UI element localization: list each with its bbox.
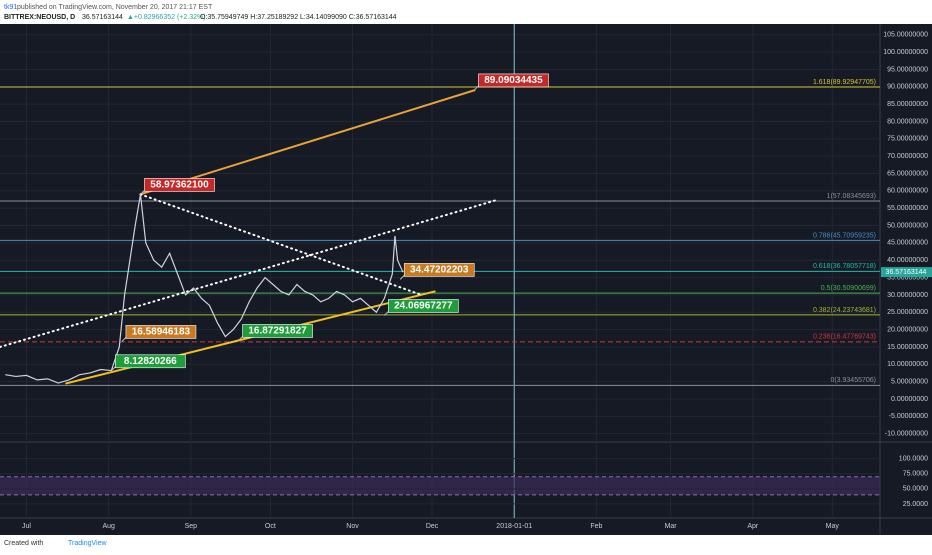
x-tick-label: Dec (426, 523, 439, 530)
y-tick-label: -10.00000000 (885, 431, 928, 438)
y-tick-label: 15.00000000 (887, 344, 928, 351)
x-tick-label: Feb (590, 523, 602, 530)
x-tick-label: Jul (22, 523, 31, 530)
y-tick-label: 95.00000000 (887, 66, 928, 73)
symbol: BITTREX:NEOUSD, D (4, 14, 75, 21)
ohlc: O:35.75949749 H:37.25189292 L:34.1409909… (200, 14, 397, 21)
y-tick-label: 50.00000000 (887, 222, 928, 229)
trend-line (139, 89, 476, 196)
fib-label: 0(3.93455706) (830, 377, 876, 384)
y-tick-label: 55.00000000 (887, 205, 928, 212)
y-tick-label: 10.00000000 (887, 361, 928, 368)
x-tick-label: Apr (747, 523, 759, 530)
annotation-box (144, 178, 215, 192)
y-tick-label: 40.00000000 (887, 257, 928, 264)
rsi-tick-label: 25.0000 (903, 501, 928, 508)
x-tick-label: Oct (265, 523, 276, 530)
y-tick-label: 65.00000000 (887, 170, 928, 177)
chart-bg (0, 24, 932, 535)
y-tick-label: 20.00000000 (887, 326, 928, 333)
y-tick-label: 105.00000000 (883, 32, 928, 39)
annotation-label: 16.58946183 (132, 327, 191, 338)
last-price-tag (881, 267, 932, 278)
annotation-label: 34.47202203 (410, 265, 469, 276)
change: ▲+0.82966352 (+2.32%) (127, 14, 206, 21)
y-tick-label: 85.00000000 (887, 101, 928, 108)
y-tick-label: 75.00000000 (887, 136, 928, 143)
published: published on TradingView.com, November 2… (17, 4, 213, 11)
footer-bg (0, 535, 932, 550)
annotation-box (478, 73, 549, 88)
rsi-band (0, 476, 880, 495)
annotation-label: 24.06967277 (394, 301, 453, 312)
fib-label: 1.618(89.92947705) (813, 79, 876, 86)
last-price-label: 36.57163144 (886, 269, 927, 276)
rsi-tick-label: 50.0000 (903, 486, 928, 493)
y-tick-label: 100.00000000 (883, 49, 928, 56)
y-tick-label: -5.00000000 (889, 413, 928, 420)
annotation-box (242, 324, 313, 338)
price-line (5, 194, 404, 384)
fib-label: 0.5(30.50900699) (821, 285, 876, 292)
fib-label: 0.786(45.70959235) (813, 232, 876, 239)
header-bg (0, 0, 932, 24)
y-tick-label: 80.00000000 (887, 118, 928, 125)
trend-line (139, 193, 423, 296)
annotation-label: 16.87291827 (248, 326, 307, 337)
annotation-box (115, 354, 186, 369)
annotation-label: 58.97362100 (150, 180, 209, 191)
fib-label: 0.236(16.47769743) (813, 334, 876, 341)
x-tick-label: Nov (346, 523, 359, 530)
y-tick-label: 70.00000000 (887, 153, 928, 160)
annotation-box (125, 325, 197, 339)
fib-label: 1(57.08345693) (827, 193, 876, 200)
y-tick-label: 60.00000000 (887, 188, 928, 195)
y-tick-label: 5.00000000 (891, 378, 928, 385)
annotation-label: 89.09034435 (484, 75, 543, 86)
annotation-label: 8.12820266 (124, 356, 177, 367)
x-tick-label: Aug (102, 523, 115, 530)
x-tick-label: Mar (665, 523, 678, 530)
fib-label: 0.382(24.23743681) (813, 307, 876, 314)
y-tick-label: 35.00000000 (887, 274, 928, 281)
x-tick-label: May (826, 523, 840, 530)
y-tick-label: 90.00000000 (887, 84, 928, 91)
footer-brand[interactable]: TradingView (68, 540, 107, 547)
y-tick-label: 30.00000000 (887, 292, 928, 299)
trend-line (0, 198, 500, 348)
y-tick-label: 0.00000000 (891, 396, 928, 403)
footer-created: Created with (4, 540, 43, 547)
x-tick-label: 2018-01-01 (496, 523, 532, 530)
annotation-box (403, 263, 475, 277)
last: 36.57163144 (82, 14, 123, 21)
rsi-tick-label: 100.0000 (899, 456, 928, 463)
y-tick-label: 25.00000000 (887, 309, 928, 316)
fib-label: 0.618(36.78057718) (813, 263, 876, 270)
annotation-box (388, 299, 459, 313)
x-tick-label: Sep (185, 523, 198, 530)
y-tick-label: 45.00000000 (887, 240, 928, 247)
rsi-tick-label: 75.0000 (903, 471, 928, 478)
author[interactable]: tk91 (4, 4, 17, 11)
